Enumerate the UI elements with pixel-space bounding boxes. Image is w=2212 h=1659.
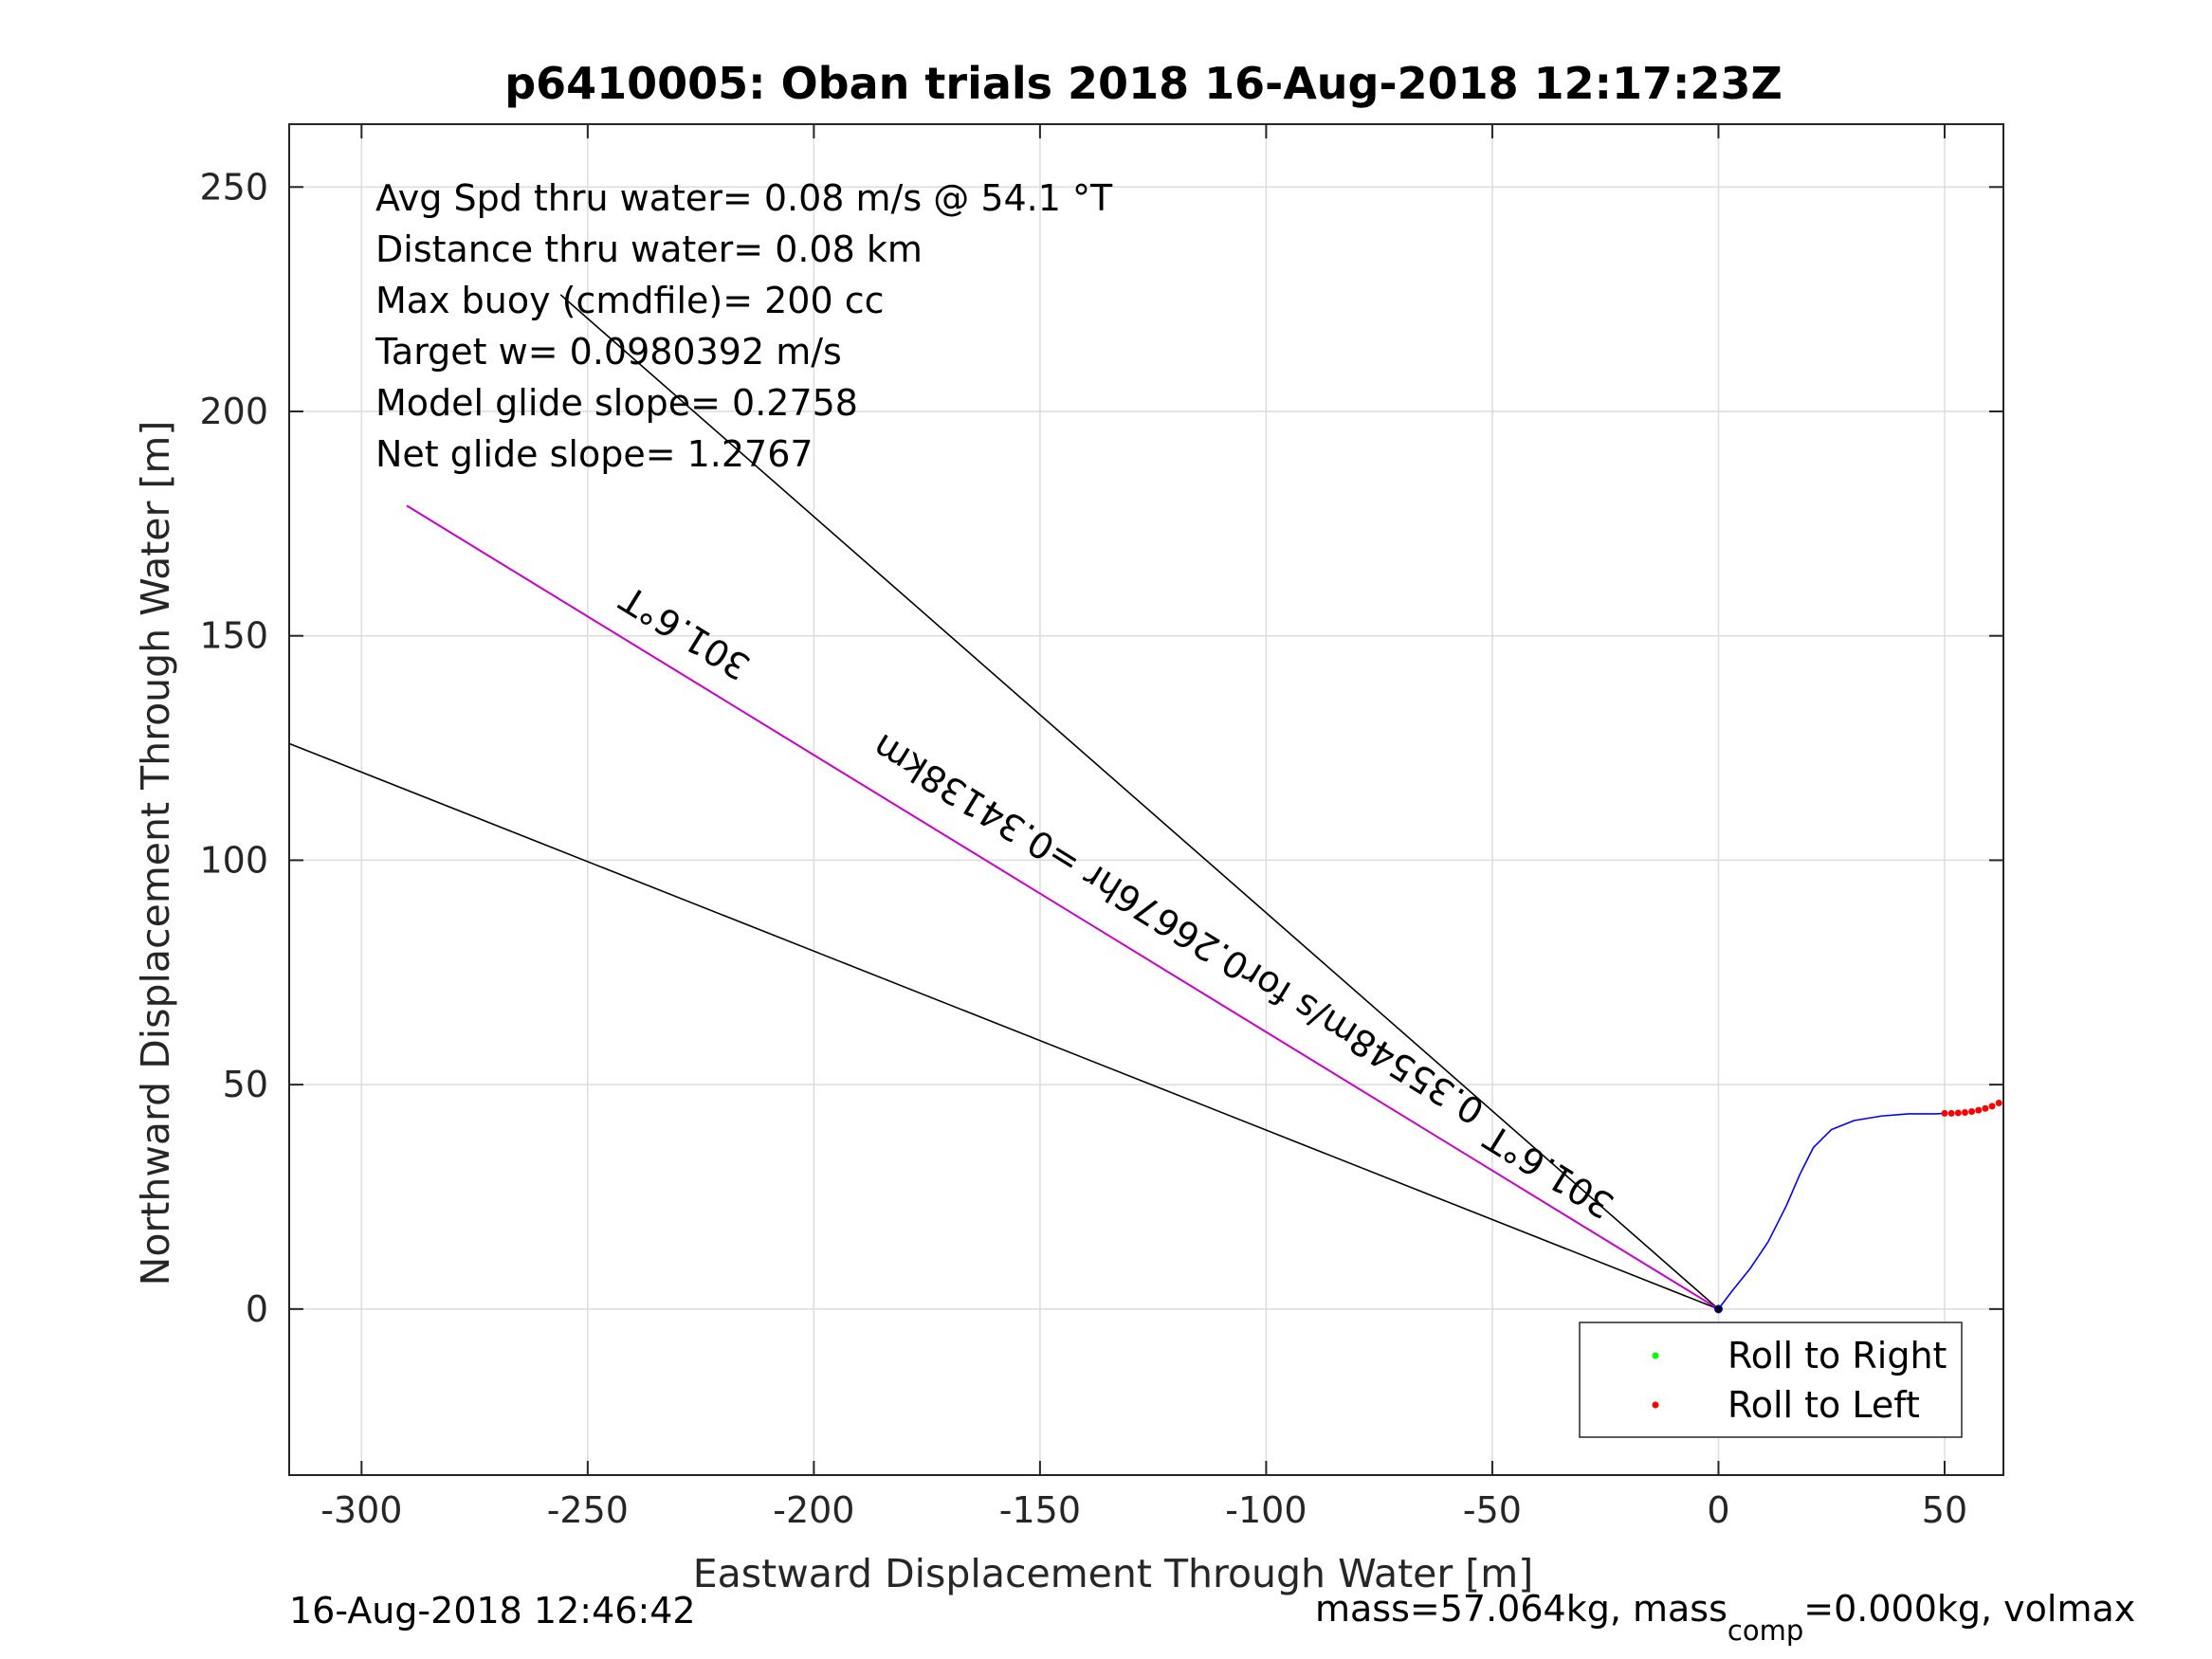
x-tick-label: -250 xyxy=(547,1489,629,1531)
roll-left-point xyxy=(1941,1109,1948,1117)
series-line-2 xyxy=(406,504,1719,1310)
chart-title: p6410005: Oban trials 2018 16-Aug-2018 1… xyxy=(504,58,1782,109)
roll-left-point xyxy=(1975,1106,1983,1114)
y-tick-label: 100 xyxy=(199,839,268,881)
series-group xyxy=(288,294,2002,1314)
x-tick-label: -50 xyxy=(1463,1489,1522,1531)
x-tick-label: -150 xyxy=(999,1489,1081,1531)
tick-labels: -300 -250 -200 -150 -100 -50 0 50 0 50 100 150 200 25… xyxy=(199,166,1967,1531)
x-tick-label: -300 xyxy=(320,1489,402,1531)
roll-left-point xyxy=(1982,1104,1989,1112)
series-line-1 xyxy=(288,742,1719,1310)
y-tick-label: 50 xyxy=(223,1064,268,1105)
roll-left-point xyxy=(1968,1108,1976,1116)
x-tick-label: -100 xyxy=(1225,1489,1307,1531)
roll-left-point xyxy=(1961,1108,1968,1116)
x-axis-label: Eastward Displacement Through Water [m] xyxy=(693,1551,1533,1596)
footer-mass: mass=57.064kg, masscomp=0.000kg, volmax xyxy=(1315,1588,2135,1647)
stats-line: Net glide slope= 1.2767 xyxy=(375,433,814,475)
legend-marker-roll-right xyxy=(1652,1352,1659,1359)
stats-line: Distance thru water= 0.08 km xyxy=(375,228,923,270)
legend-marker-roll-left xyxy=(1652,1401,1659,1409)
grid xyxy=(289,124,2003,1475)
y-axis-label: Northward Displacement Through Water [m] xyxy=(133,421,178,1286)
stats-line: Avg Spd thru water= 0.08 m/s @ 54.1 °T xyxy=(375,177,1113,219)
ticks xyxy=(289,124,2003,1475)
stats-line: Model glide slope= 0.2758 xyxy=(375,382,858,424)
stats-annotations: Avg Spd thru water= 0.08 m/s @ 54.1 °T Di… xyxy=(375,177,1113,475)
stats-line: Max buoy (cmdfile)= 200 cc xyxy=(375,280,885,321)
stats-line: Target w= 0.0980392 m/s xyxy=(375,331,842,373)
legend: Roll to Right Roll to Left xyxy=(1579,1322,1963,1438)
roll-left-point xyxy=(1988,1103,1996,1110)
roll-left-point xyxy=(1954,1109,1962,1117)
x-tick-label: -200 xyxy=(773,1489,854,1531)
legend-label-roll-right: Roll to Right xyxy=(1728,1335,1947,1376)
y-tick-label: 0 xyxy=(246,1288,268,1330)
y-tick-label: 250 xyxy=(199,166,268,208)
x-tick-label: 0 xyxy=(1707,1489,1729,1531)
roll-left-point xyxy=(1947,1109,1955,1117)
series-line-3 xyxy=(1717,1112,1946,1310)
series-line-0 xyxy=(559,294,1719,1310)
roll-left-point xyxy=(1995,1100,2002,1107)
legend-label-roll-left: Roll to Left xyxy=(1728,1384,1920,1426)
x-tick-label: 50 xyxy=(1922,1489,1967,1531)
origin-marker xyxy=(1713,1304,1723,1314)
axes-box xyxy=(288,123,2004,1476)
footer-timestamp: 16-Aug-2018 12:46:42 xyxy=(289,1590,696,1632)
y-tick-label: 200 xyxy=(199,391,268,432)
y-tick-label: 150 xyxy=(199,615,268,657)
